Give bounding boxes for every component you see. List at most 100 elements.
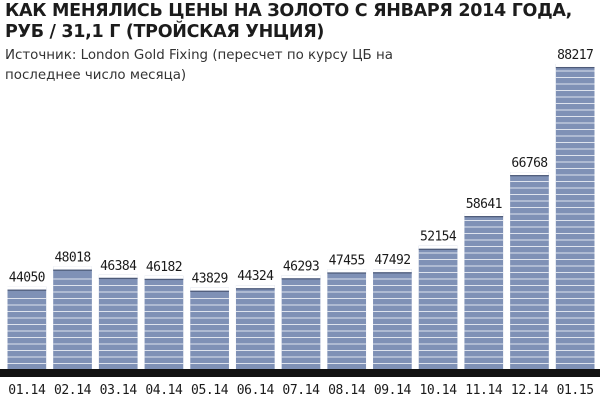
- bar-stripe: [53, 278, 92, 280]
- bar-stripe: [418, 259, 458, 260]
- bar-stripe: [464, 311, 504, 312]
- tick-label: 08.14: [328, 383, 366, 398]
- bar-top-edge: [418, 248, 458, 250]
- bar-stripe: [373, 363, 412, 364]
- bars-group: [7, 63, 595, 369]
- bar-stripe: [510, 311, 549, 312]
- bar-stripe: [281, 298, 321, 299]
- bar-stripe: [281, 356, 321, 358]
- bar: [464, 213, 504, 369]
- tick-label: 07.14: [282, 383, 320, 398]
- tick-label: 01.14: [8, 383, 46, 398]
- bar-stripe: [98, 363, 138, 364]
- bar-stripe: [98, 311, 138, 312]
- bar-stripe: [510, 350, 549, 351]
- bar-stripe: [373, 330, 412, 332]
- bar-stripe: [555, 356, 595, 358]
- bar-stripe: [190, 350, 229, 351]
- bar-stripe: [418, 304, 458, 306]
- bar-stripe: [190, 356, 229, 358]
- bar-stripe: [98, 343, 138, 345]
- bar-stripe: [53, 285, 92, 286]
- bar-stripe: [98, 324, 138, 325]
- bar-stripe: [555, 213, 595, 215]
- bar-top-edge: [464, 216, 504, 218]
- bar-top: [327, 269, 367, 273]
- bar-stripe: [464, 330, 504, 332]
- bar: [7, 286, 47, 369]
- bar-stripe: [555, 168, 595, 169]
- bar-stripe: [190, 317, 229, 319]
- bar-stripe: [235, 337, 275, 338]
- bar-stripe: [555, 155, 595, 156]
- bar-stripe: [53, 317, 92, 319]
- bar-stripe: [555, 90, 595, 91]
- bar-stripe: [555, 103, 595, 104]
- x-axis-band: [0, 369, 600, 377]
- bar-fill: [464, 213, 504, 369]
- bar-top-edge: [144, 278, 184, 281]
- tick-label: 10.14: [420, 383, 458, 398]
- bar-stripe: [418, 317, 458, 319]
- bar-stripe: [418, 343, 458, 345]
- bar-top: [235, 285, 275, 289]
- value-label: 44324: [237, 269, 274, 284]
- bar-stripe: [235, 343, 275, 345]
- bar-stripe: [327, 350, 367, 351]
- bar-top-edge: [555, 66, 595, 69]
- bar-stripe: [144, 311, 184, 312]
- bar-stripe: [555, 181, 595, 182]
- bar-stripe: [281, 324, 321, 325]
- bar: [235, 285, 275, 369]
- bar-stripe: [510, 239, 549, 241]
- bar-stripe: [373, 278, 412, 280]
- bar-stripe: [235, 356, 275, 358]
- bar-stripe: [464, 278, 504, 280]
- bar-fill: [510, 172, 549, 369]
- bar-stripe: [98, 285, 138, 286]
- bar-stripe: [464, 350, 504, 351]
- bar-stripe: [555, 363, 595, 364]
- bar-stripe: [418, 272, 458, 273]
- bar-stripe: [555, 161, 595, 163]
- bar-stripe: [555, 311, 595, 312]
- bar-stripe: [510, 330, 549, 332]
- bar-stripe: [464, 265, 504, 267]
- bar-stripe: [555, 135, 595, 137]
- bar-stripe: [555, 265, 595, 267]
- bar-stripe: [190, 363, 229, 364]
- bar-stripe: [98, 304, 138, 306]
- bar-top: [98, 274, 138, 278]
- bar-stripe: [7, 330, 47, 332]
- bar-stripe: [281, 363, 321, 364]
- bar-stripe: [327, 363, 367, 364]
- bar-stripe: [53, 311, 92, 312]
- bar-stripe: [235, 330, 275, 332]
- bar-stripe: [555, 343, 595, 345]
- bar-stripe: [418, 363, 458, 364]
- bar-stripe: [144, 317, 184, 319]
- bar-stripe: [555, 194, 595, 195]
- bar-stripe: [281, 343, 321, 345]
- bar-stripe: [373, 343, 412, 345]
- bar-stripe: [464, 324, 504, 325]
- bar-stripe: [327, 285, 367, 286]
- bar-stripe: [190, 343, 229, 345]
- bar-stripe: [464, 246, 504, 247]
- bar: [190, 287, 229, 369]
- bar-stripe: [7, 304, 47, 306]
- bar-fill: [144, 275, 184, 369]
- bar-stripe: [555, 233, 595, 234]
- bar-stripe: [281, 311, 321, 312]
- bar-stripe: [53, 324, 92, 325]
- bar-stripe: [555, 324, 595, 325]
- chart-subtitle: Источник: London Gold Fixing (пересчет п…: [5, 48, 393, 83]
- bar-fill: [327, 269, 367, 369]
- bar-stripe: [418, 350, 458, 351]
- bar-stripe: [190, 311, 229, 312]
- bar-stripe: [555, 272, 595, 273]
- bar-top: [190, 287, 229, 291]
- bar-stripe: [7, 311, 47, 312]
- bar-stripe: [555, 298, 595, 299]
- bar: [510, 172, 549, 369]
